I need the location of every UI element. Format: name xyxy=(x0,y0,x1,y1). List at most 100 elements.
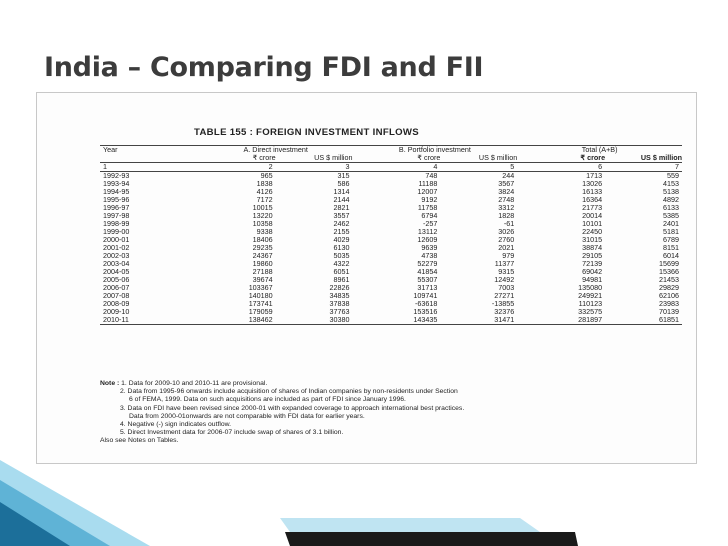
value-cell: 586 xyxy=(337,180,350,188)
value-cell: -13855 xyxy=(491,300,515,308)
year-cell: 2009-10 xyxy=(103,308,130,316)
unit-header: US $ million xyxy=(314,154,353,162)
value-cell: 9639 xyxy=(421,244,438,252)
value-cell: 13026 xyxy=(582,180,603,188)
column-number: 6 xyxy=(517,162,606,172)
value-cell: 1828 xyxy=(498,212,515,220)
year-cell: 1999-00 xyxy=(103,228,130,236)
year-cell: 1998-99 xyxy=(103,220,130,228)
unit-header: ₹ crore xyxy=(252,154,276,162)
value-cell: 3557 xyxy=(333,212,350,220)
note-line: 3. Data on FDI have been revised since 2… xyxy=(120,404,465,412)
table-unit-header-row: ₹ crore US $ million ₹ crore US $ millio… xyxy=(100,154,682,163)
value-cell: 13112 xyxy=(417,228,438,236)
value-cell: 2760 xyxy=(498,236,515,244)
value-cell: -257 xyxy=(422,220,438,228)
value-cell: 244 xyxy=(502,171,515,180)
value-cell: 55307 xyxy=(417,276,438,284)
value-cell: 19860 xyxy=(252,260,273,268)
value-cell: -61 xyxy=(503,220,515,228)
unit-header: ₹ crore xyxy=(417,154,441,162)
value-cell: 22450 xyxy=(582,228,603,236)
value-cell: 69042 xyxy=(582,268,603,276)
value-cell: 20014 xyxy=(582,212,603,220)
year-cell: 1997-98 xyxy=(103,212,130,220)
value-cell: 34835 xyxy=(329,292,350,300)
portfolio-investment-header: B. Portfolio investment xyxy=(352,145,518,154)
year-cell: 1996-97 xyxy=(103,204,130,212)
value-cell: 29829 xyxy=(659,284,679,292)
table-row: 2009-10 179059 37763 153516 32376 332575 70139 xyxy=(100,308,682,316)
value-cell: 6794 xyxy=(421,212,438,220)
value-cell: 38874 xyxy=(582,244,603,252)
value-cell: 332575 xyxy=(578,308,603,316)
table-row: 2002-03 24367 5035 4738 979 29105 6014 xyxy=(100,252,682,260)
value-cell: 249921 xyxy=(578,292,603,300)
table-row: 1996-97 10015 2821 11758 3312 21773 6133 xyxy=(100,204,682,212)
table-row: 1992-93 965 315 748 244 1713 559 xyxy=(100,172,682,181)
document-scan-frame xyxy=(36,92,697,464)
note-line: 6 of FEMA, 1999. Data on such acquisitio… xyxy=(129,396,406,404)
value-cell: 11758 xyxy=(417,204,438,212)
year-cell: 2008-09 xyxy=(103,300,130,308)
table-row: 1997-98 13220 3557 6794 1828 20014 5385 xyxy=(100,212,682,220)
table-row: 1995-96 7172 2144 9192 2748 16364 4892 xyxy=(100,196,682,204)
value-cell: 2021 xyxy=(498,244,515,252)
value-cell: 3026 xyxy=(498,228,515,236)
value-cell: 24367 xyxy=(252,252,273,260)
column-number: 3 xyxy=(275,162,353,172)
year-cell: 2001-02 xyxy=(103,244,130,252)
note-line: 4. Negative (-) sign indicates outflow. xyxy=(120,421,232,429)
value-cell: 5181 xyxy=(663,228,679,236)
value-cell: 3567 xyxy=(498,180,515,188)
table-row: 2000-01 18406 4029 12609 2760 31015 6789 xyxy=(100,236,682,244)
value-cell: 140180 xyxy=(248,292,273,300)
year-header: Year xyxy=(100,145,199,154)
value-cell: 31015 xyxy=(582,236,603,244)
value-cell: 31713 xyxy=(417,284,438,292)
value-cell: 21773 xyxy=(582,204,603,212)
note-label: Note : xyxy=(100,380,120,387)
value-cell: 5035 xyxy=(333,252,350,260)
column-number-row: 1 2 3 4 5 6 7 xyxy=(100,162,682,172)
direct-investment-header: A. Direct investment xyxy=(198,145,353,154)
value-cell: 143435 xyxy=(352,316,441,325)
value-cell: 10101 xyxy=(582,220,603,228)
value-cell: 31471 xyxy=(440,316,518,325)
value-cell: 179059 xyxy=(248,308,273,316)
value-cell: 12492 xyxy=(494,276,515,284)
value-cell: 135080 xyxy=(578,284,603,292)
value-cell: 153516 xyxy=(413,308,438,316)
value-cell: 2821 xyxy=(333,204,350,212)
unit-header: ₹ crore xyxy=(580,154,606,162)
value-cell: 94981 xyxy=(582,276,603,284)
year-cell: 2003-04 xyxy=(103,260,130,268)
year-cell: 2005-06 xyxy=(103,276,130,284)
column-number: 4 xyxy=(352,162,441,172)
value-cell: 2144 xyxy=(333,196,350,204)
value-cell: 4892 xyxy=(663,196,679,204)
table-row: 2003-04 19860 4322 52279 11377 72139 15699 xyxy=(100,260,682,268)
value-cell: 6789 xyxy=(663,236,679,244)
year-cell: 2004-05 xyxy=(103,268,130,276)
value-cell: 61851 xyxy=(605,316,682,325)
table-row: 1999-00 9338 2155 13112 3026 22450 5181 xyxy=(100,228,682,236)
value-cell: 4738 xyxy=(421,252,438,260)
year-cell: 2010-11 xyxy=(100,316,199,325)
year-cell: 2000-01 xyxy=(103,236,130,244)
value-cell: 22826 xyxy=(329,284,350,292)
value-cell: 11377 xyxy=(494,260,515,268)
value-cell: 41854 xyxy=(417,268,438,276)
table-row: 2006-07 103367 22826 31713 7003 135080 29829 xyxy=(100,284,682,292)
value-cell: 7172 xyxy=(256,196,273,204)
value-cell: 110123 xyxy=(578,300,603,308)
value-cell: 6130 xyxy=(333,244,350,252)
table-row: 2005-06 39674 8961 55307 12492 94981 21453 xyxy=(100,276,682,284)
value-cell: 72139 xyxy=(582,260,603,268)
table-row: 1994-95 4126 1314 12007 3824 16133 5138 xyxy=(100,188,682,196)
note-line: Data from 2000-01onwards are not compara… xyxy=(129,412,365,420)
value-cell: 7003 xyxy=(498,284,515,292)
value-cell: 4322 xyxy=(333,260,350,268)
value-cell: 15366 xyxy=(659,268,679,276)
value-cell: 52279 xyxy=(417,260,438,268)
